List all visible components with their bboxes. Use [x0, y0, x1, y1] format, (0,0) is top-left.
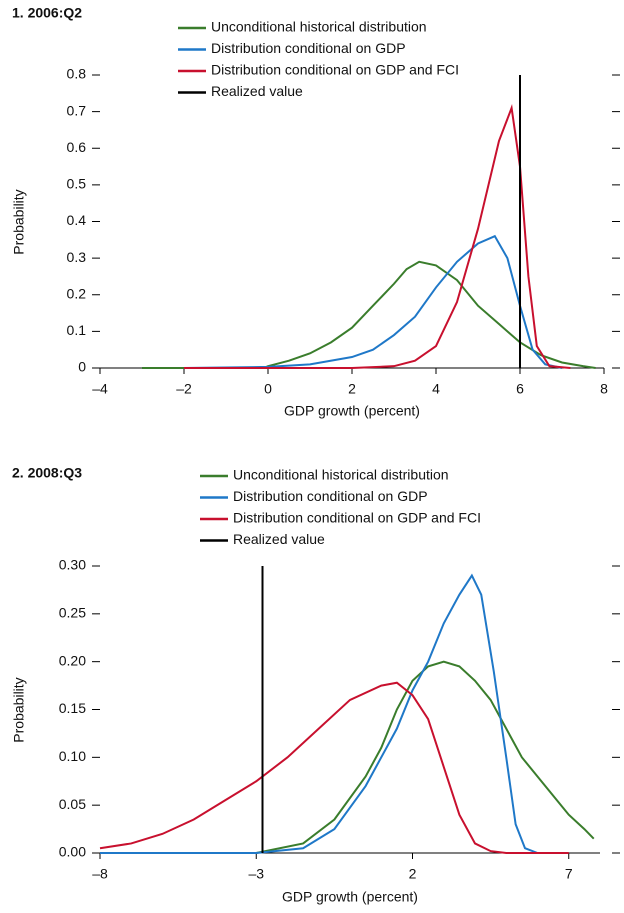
y-axis-title: Probability: [11, 189, 27, 254]
y-tick-label: 0.10: [59, 748, 86, 764]
y-axis-title: Probability: [11, 677, 27, 742]
x-tick-label: 6: [516, 381, 524, 397]
legend-label: Distribution conditional on GDP and FCI: [233, 510, 481, 526]
x-axis-title: GDP growth (percent): [284, 403, 420, 419]
legend-label: Distribution conditional on GDP: [233, 488, 428, 504]
series-line: [184, 104, 571, 369]
y-tick-label: 0.4: [67, 212, 87, 228]
x-axis-title: GDP growth (percent): [282, 889, 418, 905]
series-line: [142, 260, 596, 369]
y-tick-label: 0.1: [67, 322, 87, 338]
legend-label: Unconditional historical distribution: [211, 19, 427, 35]
y-tick-label: 0.30: [59, 557, 86, 573]
y-tick-label: 0.5: [67, 176, 87, 192]
legend-label: Realized value: [211, 83, 303, 99]
chart-title: 2. 2008:Q3: [12, 465, 82, 481]
y-tick-label: 0.20: [59, 652, 86, 668]
x-tick-label: –8: [92, 866, 108, 882]
legend-label: Distribution conditional on GDP: [211, 40, 406, 56]
y-tick-label: 0.2: [67, 285, 87, 301]
x-tick-label: 4: [432, 381, 440, 397]
series-line: [183, 234, 563, 369]
legend-label: Realized value: [233, 531, 325, 547]
x-tick-label: 2: [348, 381, 356, 397]
legend-label: Distribution conditional on GDP and FCI: [211, 62, 459, 78]
x-tick-label: –3: [248, 866, 264, 882]
y-tick-label: 0.15: [59, 700, 86, 716]
y-tick-label: 0.8: [67, 66, 87, 82]
y-tick-label: 0.00: [59, 844, 86, 860]
chart-title: 1. 2006:Q2: [12, 5, 82, 21]
y-tick-label: 0.3: [67, 249, 87, 265]
y-tick-label: 0.7: [67, 102, 87, 118]
series-line: [99, 681, 569, 854]
x-tick-label: 7: [565, 866, 573, 882]
y-tick-label: 0: [78, 359, 86, 375]
y-tick-label: 0.25: [59, 605, 86, 621]
y-tick-label: 0.05: [59, 796, 86, 812]
x-tick-label: –4: [92, 381, 108, 397]
y-tick-label: 0.6: [67, 139, 87, 155]
series-line: [256, 660, 595, 854]
x-tick-label: 2: [409, 866, 417, 882]
x-tick-label: 8: [600, 381, 608, 397]
series-line: [100, 573, 538, 854]
x-tick-label: 0: [264, 381, 272, 397]
x-tick-label: –2: [176, 381, 192, 397]
legend-label: Unconditional historical distribution: [233, 467, 449, 483]
